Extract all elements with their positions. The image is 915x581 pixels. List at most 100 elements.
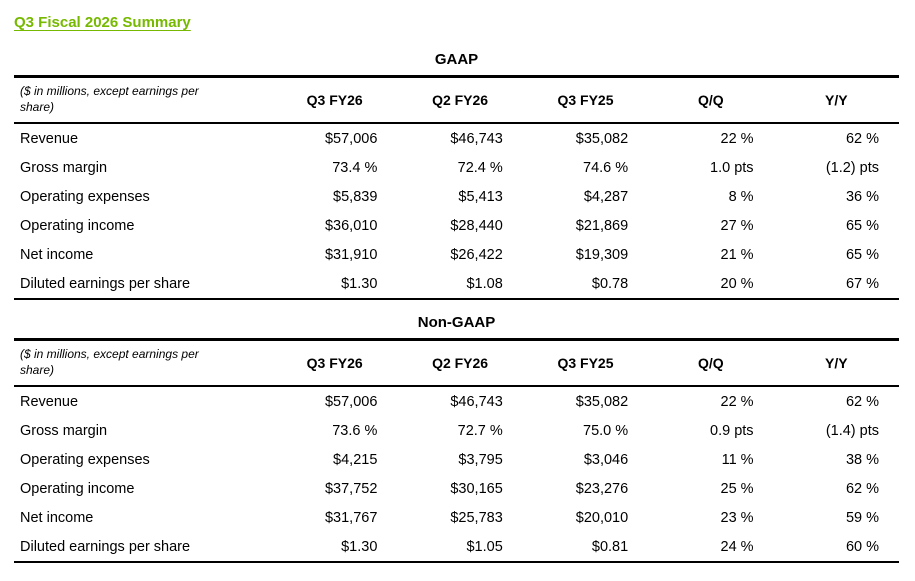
table-cell: $0.81: [591, 538, 629, 555]
column-header-q3fy26: Q3 FY26: [272, 339, 398, 388]
column-header-qq: Q/Q: [648, 76, 774, 125]
page-title-link[interactable]: Q3 Fiscal 2026 Summary: [14, 14, 191, 31]
gaap-section: GAAP ($ in millions, except earnings per…: [14, 51, 901, 301]
table-cell: 22 %: [720, 130, 754, 147]
header-row: ($ in millions, except earnings per shar…: [14, 76, 899, 125]
row-label: Operating income: [20, 217, 135, 234]
table-cell: 24 %: [720, 538, 754, 555]
table-cell: $25,783: [450, 509, 503, 526]
table-cell: $5,839: [333, 188, 378, 205]
gaap-table-body: Revenue $57,006 $46,743 $35,082 22 % 62 % Gros…: [14, 123, 899, 299]
table-row: Gross margin 73.6 % 72.7 % 75.0 % 0.9 pts (1.…: [14, 416, 899, 445]
row-label: Gross margin: [20, 159, 108, 176]
non-gaap-table-header: ($ in millions, except earnings per shar…: [14, 339, 899, 388]
table-cell: $46,743: [450, 130, 503, 147]
table-row: Revenue $57,006 $46,743 $35,082 22 % 62 %: [14, 386, 899, 416]
column-header-q3fy25: Q3 FY25: [522, 339, 649, 388]
table-cell: 72.4 %: [457, 159, 503, 176]
table-cell: 21 %: [720, 246, 754, 263]
table-cell: $37,752: [324, 480, 378, 497]
table-cell: $31,910: [324, 246, 378, 263]
table-cell: $35,082: [575, 393, 629, 410]
table-row: Revenue $57,006 $46,743 $35,082 22 % 62 %: [14, 123, 899, 153]
table-cell: 65 %: [845, 246, 879, 263]
table-cell: 23 %: [720, 509, 754, 526]
table-row: Net income $31,767 $25,783 $20,010 23 % 59 %: [14, 503, 899, 532]
table-row: Diluted earnings per share $1.30 $1.08 $0.7…: [14, 269, 899, 299]
table-cell: $0.78: [591, 275, 629, 292]
table-cell: $20,010: [575, 509, 629, 526]
non-gaap-table-title: Non-GAAP: [417, 314, 496, 332]
non-gaap-table: ($ in millions, except earnings per shar…: [14, 338, 899, 564]
table-cell: $1.30: [341, 275, 378, 292]
table-cell: 8 %: [728, 188, 754, 205]
table-cell: $30,165: [450, 480, 503, 497]
table-cell: 59 %: [845, 509, 879, 526]
table-cell: $57,006: [324, 393, 378, 410]
table-row: Operating expenses $5,839 $5,413 $4,287 8 % 3…: [14, 182, 899, 211]
row-label: Net income: [20, 509, 94, 526]
table-cell: $3,795: [458, 451, 503, 468]
table-cell: 67 %: [845, 275, 879, 292]
table-cell: 0.9 pts: [710, 422, 754, 439]
table-cell: 11 %: [721, 451, 754, 468]
table-cell: $4,287: [583, 188, 629, 205]
row-label: Net income: [20, 246, 94, 263]
row-label: Operating expenses: [20, 188, 150, 205]
table-row: Net income $31,910 $26,422 $19,309 21 % 65 %: [14, 240, 899, 269]
gaap-table-header: ($ in millions, except earnings per shar…: [14, 76, 899, 125]
column-header-q2fy26: Q2 FY26: [397, 339, 523, 388]
table-cell: $23,276: [575, 480, 629, 497]
column-header-q2fy26: Q2 FY26: [397, 76, 523, 125]
row-label: Diluted earnings per share: [20, 275, 191, 292]
table-cell: $1.08: [466, 275, 503, 292]
column-header-q3fy26: Q3 FY26: [272, 76, 398, 125]
row-label: Operating income: [20, 480, 135, 497]
table-cell: 38 %: [845, 451, 879, 468]
row-label: Revenue: [20, 393, 79, 410]
gaap-table: ($ in millions, except earnings per shar…: [14, 75, 899, 301]
row-label: Operating expenses: [20, 451, 150, 468]
table-cell: (1.2) pts: [825, 159, 879, 176]
row-label: Gross margin: [20, 422, 108, 439]
column-header-yy: Y/Y: [773, 339, 899, 388]
table-cell: 60 %: [845, 538, 879, 555]
row-label: Diluted earnings per share: [20, 538, 191, 555]
table-cell: 72.7 %: [457, 422, 503, 439]
table-cell: 25 %: [720, 480, 754, 497]
header-row: ($ in millions, except earnings per shar…: [14, 339, 899, 388]
table-row: Gross margin 73.4 % 72.4 % 74.6 % 1.0 pts (1.…: [14, 153, 899, 182]
table-cell: $28,440: [450, 217, 503, 234]
table-cell: 20 %: [720, 275, 754, 292]
table-cell: $21,869: [575, 217, 629, 234]
table-cell: $3,046: [583, 451, 629, 468]
non-gaap-section: Non-GAAP ($ in millions, except earnings…: [14, 314, 901, 564]
column-header-q3fy25: Q3 FY25: [522, 76, 649, 125]
table-cell: 74.6 %: [583, 159, 629, 176]
table-cell: 62 %: [845, 480, 879, 497]
table-cell: 36 %: [845, 188, 879, 205]
units-note: ($ in millions, except earnings per shar…: [14, 339, 272, 388]
non-gaap-table-body: Revenue $57,006 $46,743 $35,082 22 % 62 % Gros…: [14, 386, 899, 562]
table-cell: 73.6 %: [332, 422, 378, 439]
table-cell: 62 %: [845, 393, 879, 410]
column-header-yy: Y/Y: [773, 76, 899, 125]
row-label: Revenue: [20, 130, 79, 147]
units-note: ($ in millions, except earnings per shar…: [14, 76, 272, 125]
table-row: Operating income $36,010 $28,440 $21,869 27 …: [14, 211, 899, 240]
table-cell: $35,082: [575, 130, 629, 147]
table-cell: $1.05: [466, 538, 503, 555]
table-cell: 65 %: [845, 217, 879, 234]
gaap-table-title: GAAP: [434, 51, 479, 68]
table-cell: $19,309: [575, 246, 629, 263]
table-cell: 62 %: [845, 130, 879, 147]
table-row: Operating income $37,752 $30,165 $23,276 25 …: [14, 474, 899, 503]
table-row: Diluted earnings per share $1.30 $1.05 $0.8…: [14, 532, 899, 562]
table-cell: 27 %: [720, 217, 754, 234]
table-cell: $1.30: [341, 538, 378, 555]
table-cell: (1.4) pts: [825, 422, 879, 439]
table-cell: $31,767: [324, 509, 378, 526]
table-cell: $26,422: [450, 246, 503, 263]
table-cell: 73.4 %: [332, 159, 378, 176]
column-header-qq: Q/Q: [648, 339, 774, 388]
